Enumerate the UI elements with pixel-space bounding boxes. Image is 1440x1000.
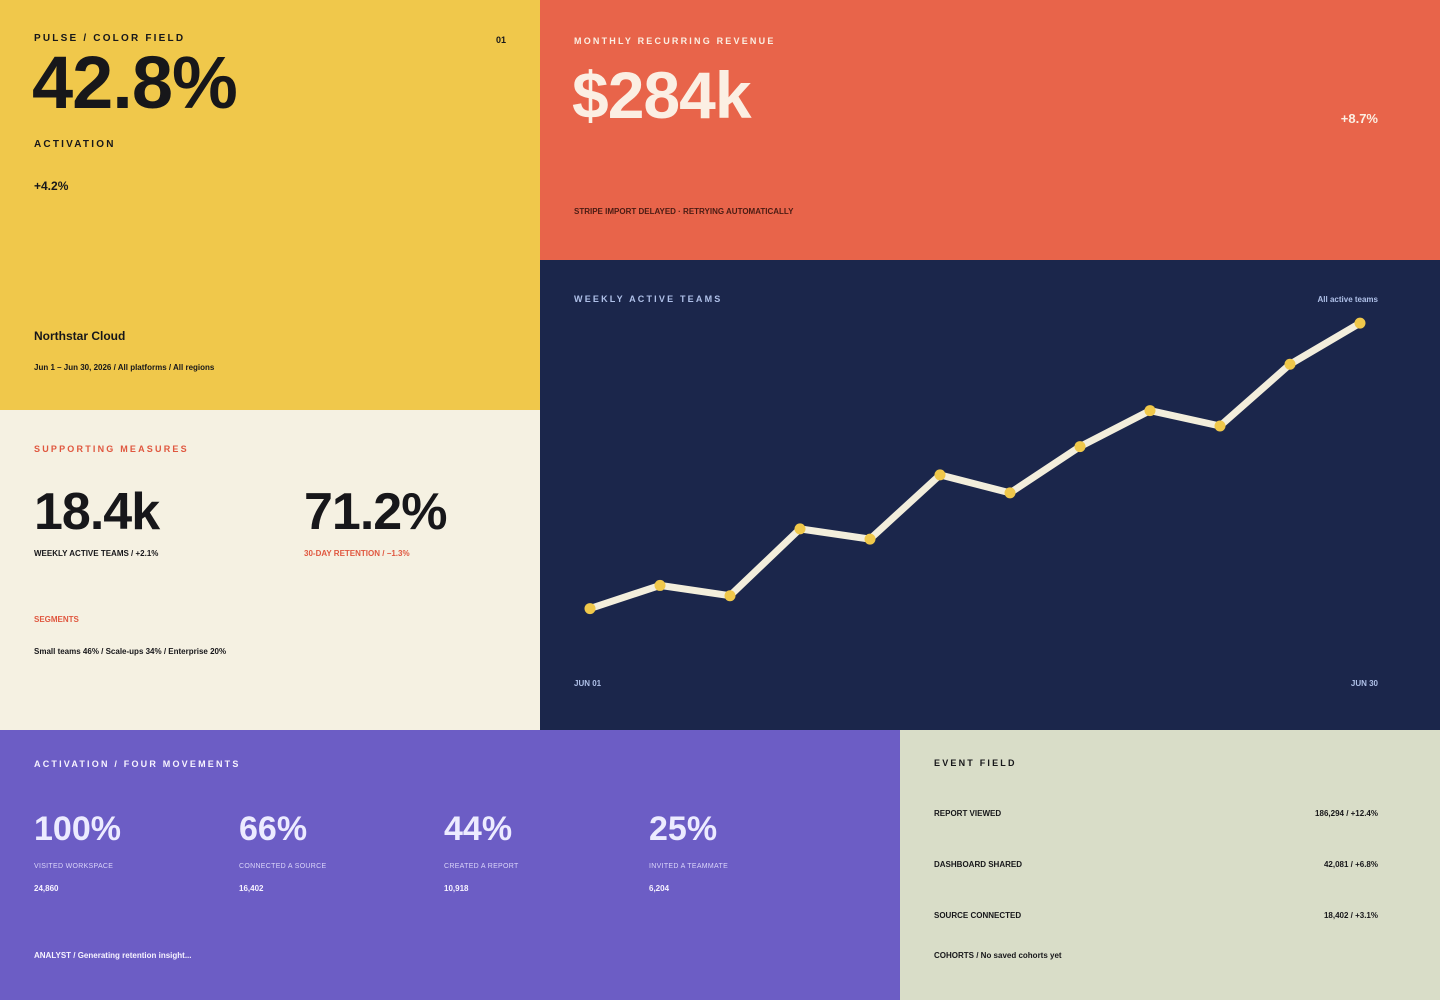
activation-value: 42.8% <box>32 41 238 124</box>
mrr-eyebrow: MONTHLY RECURRING REVENUE <box>574 36 776 46</box>
data-point-11[interactable] <box>1284 358 1296 370</box>
funnel-step-pct: 66% <box>239 810 308 848</box>
data-point-12[interactable] <box>1354 317 1366 329</box>
weekly-active-teams-chart: WEEKLY ACTIVE TEAMS All active teams JUN… <box>540 260 1440 730</box>
activation-panel: PULSE / COLOR FIELD 01 42.8% ACTIVATION … <box>0 0 540 410</box>
cohorts-status[interactable]: COHORTS / No saved cohorts yet <box>934 951 1062 960</box>
x-axis-start: JUN 01 <box>574 679 602 688</box>
data-point-8[interactable] <box>1074 441 1086 453</box>
funnel-eyebrow: ACTIVATION / FOUR MOVEMENTS <box>34 759 241 769</box>
import-status: STRIPE IMPORT DELAYED · RETRYING AUTOMAT… <box>574 207 794 216</box>
event-name: DASHBOARD SHARED <box>934 860 1023 869</box>
retention-value: 71.2% <box>304 483 447 541</box>
funnel-step-count: 6,204 <box>649 884 670 893</box>
line-chart-svg <box>584 317 1366 615</box>
segments-heading: SEGMENTS <box>34 615 79 624</box>
date-range-filter[interactable]: Jun 1 – Jun 30, 2026 / All platforms / A… <box>34 363 215 372</box>
data-point-7[interactable] <box>1004 487 1016 499</box>
funnel-step-count: 10,918 <box>444 884 469 893</box>
event-name: REPORT VIEWED <box>934 809 1002 818</box>
event-name: SOURCE CONNECTED <box>934 911 1022 920</box>
panel-number: 01 <box>496 35 507 45</box>
activation-label: ACTIVATION <box>34 139 116 150</box>
event-value: 42,081 / +6.8% <box>1323 860 1378 869</box>
event-field-panel: EVENT FIELD REPORT VIEWED 186,294 / +12.… <box>900 730 1440 1000</box>
segments-text: Small teams 46% / Scale-ups 34% / Enterp… <box>34 647 227 656</box>
event-value: 186,294 / +12.4% <box>1315 809 1378 818</box>
chart-filter[interactable]: All active teams <box>1317 295 1378 304</box>
chart-title: WEEKLY ACTIVE TEAMS <box>574 294 723 304</box>
x-axis-end: JUN 30 <box>1350 679 1378 688</box>
funnel-step-pct: 100% <box>34 810 121 848</box>
funnel-step-count: 24,860 <box>34 884 59 893</box>
data-point-4[interactable] <box>794 523 806 535</box>
org-name[interactable]: Northstar Cloud <box>34 329 126 343</box>
event-eyebrow: EVENT FIELD <box>934 758 1017 768</box>
weekly-active-teams-label: WEEKLY ACTIVE TEAMS / +2.1% <box>34 549 159 558</box>
pulse-eyebrow: PULSE / COLOR FIELD <box>34 33 186 44</box>
funnel-step-label: CREATED A REPORT <box>444 863 519 870</box>
data-point-9[interactable] <box>1144 405 1156 417</box>
funnel-step-visited: 100% VISITED WORKSPACE 24,860 <box>34 812 121 893</box>
data-point-2[interactable] <box>654 579 666 591</box>
mrr-delta: +8.7% <box>1340 111 1378 126</box>
data-point-3[interactable] <box>724 590 736 602</box>
event-value: 18,402 / +3.1% <box>1323 911 1378 920</box>
weekly-active-teams-value: 18.4k <box>34 483 160 541</box>
funnel-step-label: CONNECTED A SOURCE <box>239 863 327 870</box>
funnel-step-count: 16,402 <box>239 884 264 893</box>
data-point-1[interactable] <box>584 603 596 615</box>
funnel-step-invited: 25% INVITED A TEAMMATE 6,204 <box>649 812 728 893</box>
series-line <box>586 319 1364 613</box>
supporting-eyebrow: SUPPORTING MEASURES <box>34 444 189 454</box>
funnel-step-label: VISITED WORKSPACE <box>34 863 114 870</box>
data-point-6[interactable] <box>934 469 946 481</box>
funnel-step-created: 44% CREATED A REPORT 10,918 <box>444 812 519 893</box>
supporting-measures-panel: SUPPORTING MEASURES 18.4k WEEKLY ACTIVE … <box>0 410 540 730</box>
funnel-step-pct: 25% <box>649 810 718 848</box>
analyst-status: ANALYST / Generating retention insight..… <box>34 951 192 960</box>
data-point-10[interactable] <box>1214 420 1226 432</box>
funnel-step-pct: 44% <box>444 810 513 848</box>
activation-delta: +4.2% <box>34 179 69 193</box>
retention-label: 30-DAY RETENTION / −1.3% <box>304 549 410 558</box>
mrr-value: $284k <box>572 58 752 132</box>
activation-funnel-panel: ACTIVATION / FOUR MOVEMENTS 100% VISITED… <box>0 730 900 1000</box>
data-point-5[interactable] <box>864 533 876 545</box>
mrr-panel: MONTHLY RECURRING REVENUE $284k +8.7% ST… <box>540 0 1440 260</box>
funnel-step-label: INVITED A TEAMMATE <box>649 863 729 870</box>
funnel-step-connected: 66% CONNECTED A SOURCE 16,402 <box>239 812 326 893</box>
